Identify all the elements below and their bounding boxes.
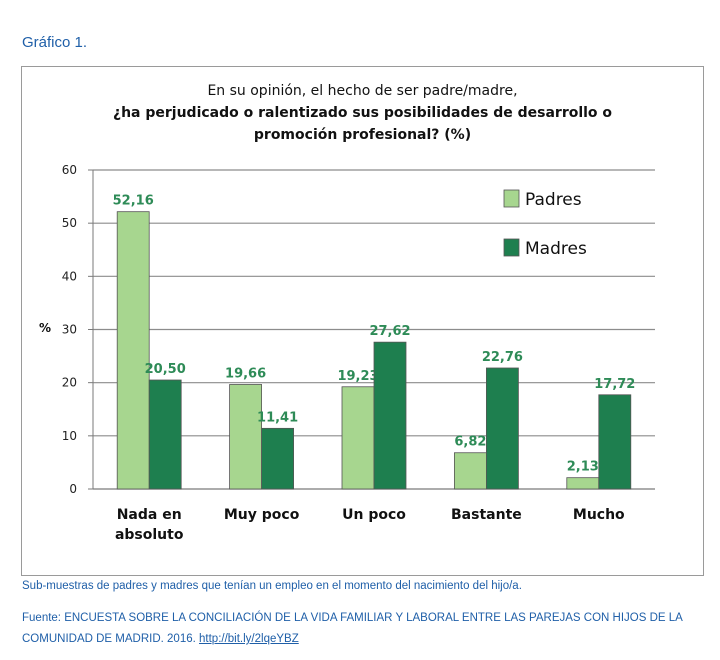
x-tick-label: Nada en <box>117 507 182 523</box>
y-tick-label: 40 <box>62 269 77 283</box>
y-tick-label: 20 <box>62 376 77 390</box>
bar-madres-2[interactable] <box>373 341 407 490</box>
data-label-madres: 27,62 <box>369 324 410 339</box>
chart-title: En su opinión, el hecho de ser padre/mad… <box>21 80 704 146</box>
legend-label-padres: Padres <box>525 190 582 210</box>
bar-padres-4[interactable] <box>566 477 600 490</box>
data-label-madres: 22,76 <box>482 350 523 365</box>
legend-swatch-padres <box>503 189 520 208</box>
x-tick-label: Muy poco <box>224 507 300 523</box>
data-label-madres: 11,41 <box>257 410 298 425</box>
bar-padres-3[interactable] <box>453 452 487 490</box>
source-link[interactable]: http://bit.ly/2lqeYBZ <box>199 633 299 645</box>
figure-caption: Gráfico 1. <box>22 34 88 51</box>
source-text: Fuente: ENCUESTA SOBRE LA CONCILIACIÓN D… <box>22 612 683 645</box>
data-label-madres: 17,72 <box>594 377 635 392</box>
bar-madres-4[interactable] <box>598 394 632 490</box>
sample-note: Sub-muestras de padres y madres que tení… <box>22 580 522 592</box>
bar-padres-0[interactable] <box>116 211 150 490</box>
chart-title-line-3: promoción profesional? (%) <box>253 127 472 143</box>
y-tick-label: 10 <box>62 429 77 443</box>
source-citation: Fuente: ENCUESTA SOBRE LA CONCILIACIÓN D… <box>22 608 712 650</box>
y-tick-label: 60 <box>62 163 77 177</box>
chart-title-line-1: En su opinión, el hecho de ser padre/mad… <box>207 83 518 99</box>
x-tick-label: Bastante <box>451 507 522 523</box>
bar-madres-0[interactable] <box>148 379 182 490</box>
chart-title-line-2: ¿ha perjudicado o ralentizado sus posibi… <box>112 105 613 121</box>
data-label-padres: 6,82 <box>454 435 486 450</box>
bar-madres-3[interactable] <box>485 367 519 490</box>
legend-swatch-madres <box>503 238 520 257</box>
data-label-padres: 19,66 <box>225 366 266 381</box>
bar-padres-1[interactable] <box>229 384 263 490</box>
x-tick-label: Mucho <box>573 507 625 523</box>
data-label-padres: 52,16 <box>113 194 154 209</box>
data-label-padres: 19,23 <box>337 369 378 384</box>
x-tick-label: Un poco <box>342 507 406 523</box>
bar-madres-1[interactable] <box>261 427 295 490</box>
y-axis-label: % <box>39 321 51 335</box>
data-label-padres: 2,13 <box>567 460 599 475</box>
y-tick-label: 30 <box>62 323 77 337</box>
x-tick-label-line2: absoluto <box>115 527 184 543</box>
y-tick-label: 50 <box>62 216 77 230</box>
y-tick-label: 0 <box>69 482 77 496</box>
bar-padres-2[interactable] <box>341 386 375 490</box>
legend-label-madres: Madres <box>525 239 587 259</box>
data-label-madres: 20,50 <box>145 362 186 377</box>
